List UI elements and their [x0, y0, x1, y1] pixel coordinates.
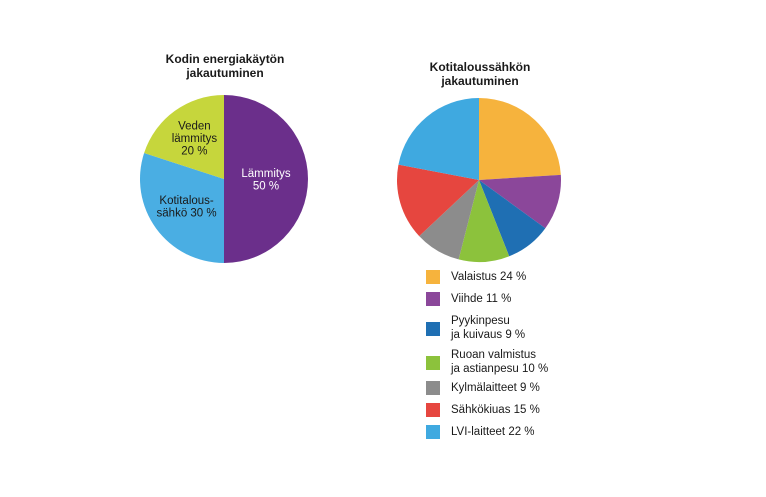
chart-title-household-electricity: Kotitaloussähkön jakautuminen	[405, 60, 555, 88]
legend-swatch	[426, 322, 440, 336]
legend-swatch	[426, 381, 440, 395]
chart-title-energy-use: Kodin energiakäytön jakautuminen	[150, 52, 300, 80]
legend-swatch	[426, 425, 440, 439]
legend-label: Viihde 11 %	[451, 293, 512, 305]
legend-item: Sähkökiuas 15 %	[426, 403, 626, 433]
legend-swatch	[426, 403, 440, 417]
legend-item: Viihde 11 %	[426, 292, 626, 322]
chart-title-line: jakautuminen	[186, 66, 264, 80]
pie-slice	[398, 97, 479, 180]
pie-slice-label: Veden lämmitys 20 %	[172, 121, 218, 158]
pie-slice	[396, 164, 479, 237]
pie-slice-label: Lämmitys 50 %	[241, 168, 290, 193]
pie-slice	[479, 98, 561, 180]
pie-chart-household-electricity	[396, 97, 562, 262]
legend-label: LVI-laitteet 22 %	[451, 426, 535, 438]
pie-slice	[139, 153, 224, 263]
legend-swatch	[426, 292, 440, 306]
legend-label: Ruoan valmistus ja astianpesu 10 %	[451, 349, 549, 375]
legend-label: Sähkökiuas 15 %	[451, 404, 540, 416]
pie-slice	[479, 180, 546, 257]
pie-chart-energy-use: Lämmitys 50 % Kotitalous-sähkö 30 % Veden lä…	[139, 95, 308, 263]
legend-label: Pyykinpesu ja kuivaus 9 %	[451, 315, 526, 341]
legend-label: Valaistus 24 %	[451, 271, 527, 283]
pie-slice	[224, 95, 308, 263]
legend-item: Kylmälaitteet 9 %	[426, 381, 626, 411]
legend-swatch	[426, 356, 440, 370]
legend-item: Pyykinpesu ja kuivaus 9 %	[426, 314, 626, 344]
chart-title-line: Kodin energiakäytön	[165, 52, 285, 66]
legend-label: Kylmälaitteet 9 %	[451, 382, 540, 394]
pie-slice	[419, 180, 479, 260]
pie-slice	[479, 174, 562, 229]
legend-item: LVI-laitteet 22 %	[426, 425, 626, 455]
pie-slice-label: Kotitalous-sähkö 30 %	[157, 195, 217, 220]
pie-slice	[144, 95, 224, 179]
chart-title-line: jakautuminen	[441, 74, 519, 88]
pie-slice	[458, 180, 510, 262]
legend-swatch	[426, 270, 440, 284]
legend-item: Ruoan valmistus ja astianpesu 10 %	[426, 348, 626, 378]
legend-item: Valaistus 24 %	[426, 270, 626, 300]
chart-title-line: Kotitaloussähkön	[429, 60, 531, 74]
